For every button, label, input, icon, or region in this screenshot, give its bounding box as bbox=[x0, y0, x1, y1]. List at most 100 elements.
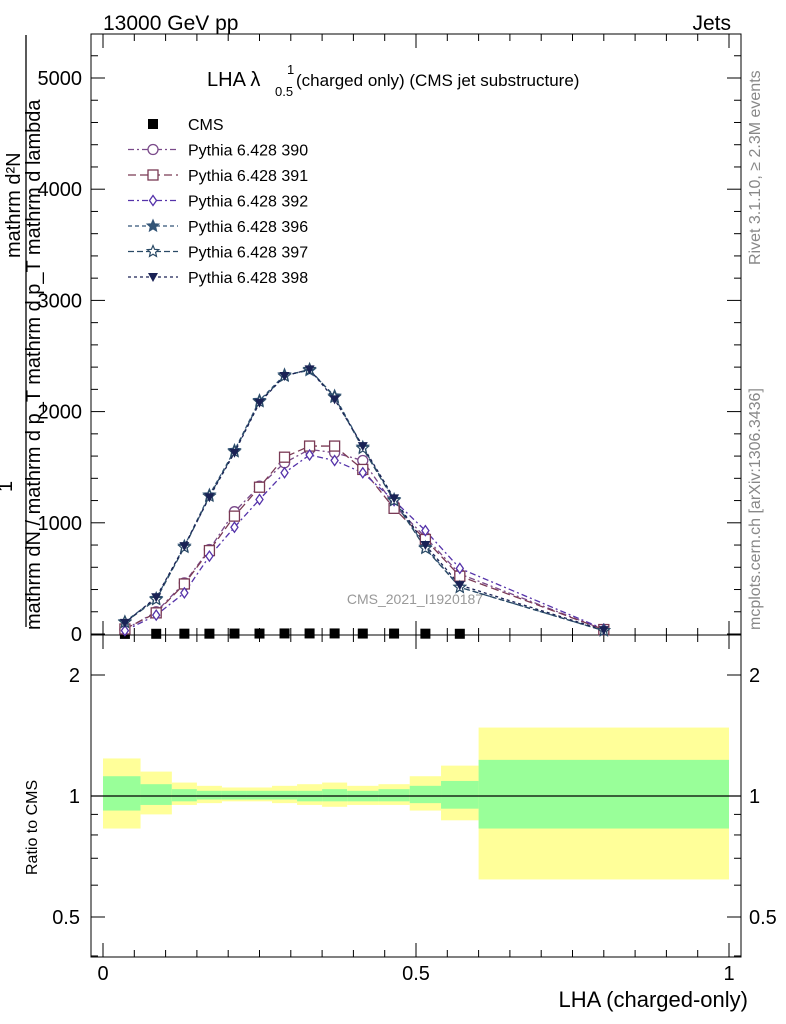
data-point bbox=[147, 169, 159, 181]
ratio-band-inner bbox=[140, 784, 172, 805]
data-point bbox=[421, 524, 430, 537]
analysis-watermark: CMS_2021_I1920187 bbox=[347, 591, 483, 607]
data-point bbox=[278, 451, 291, 463]
ratio-band-inner bbox=[103, 776, 141, 811]
data-point bbox=[147, 143, 159, 156]
data-point bbox=[148, 273, 158, 282]
ratio-ytick-label: 2 bbox=[69, 665, 80, 687]
data-point bbox=[305, 448, 314, 462]
data-point bbox=[151, 628, 162, 639]
data-point bbox=[358, 466, 368, 479]
data-point bbox=[148, 194, 158, 207]
data-point bbox=[145, 243, 161, 258]
data-point bbox=[389, 494, 400, 504]
data-point bbox=[180, 586, 189, 599]
data-point bbox=[253, 481, 266, 493]
data-point bbox=[280, 466, 289, 479]
legend-entry: Pythia 6.428 390 bbox=[128, 143, 308, 160]
plot-title: LHA λ 1 0.5 (charged only) (CMS jet subs… bbox=[207, 62, 579, 99]
header-left: 13000 GeV pp bbox=[103, 12, 238, 35]
data-point bbox=[145, 218, 161, 233]
data-point bbox=[255, 493, 264, 506]
main-ylabel: mathrm dN / mathrm d p_T mathrm d p_T ma… bbox=[0, 35, 45, 630]
legend-entry: CMS bbox=[148, 117, 224, 134]
ratio-band-inner bbox=[196, 790, 222, 800]
legend-label: Pythia 6.428 397 bbox=[188, 245, 308, 262]
data-point bbox=[151, 608, 161, 622]
legend-label: Pythia 6.428 392 bbox=[188, 194, 308, 211]
title-prefix: LHA λ bbox=[207, 69, 260, 91]
ratio-ytick-label: 0.5 bbox=[52, 907, 80, 929]
data-point bbox=[229, 628, 240, 639]
data-point bbox=[179, 628, 190, 639]
data-point bbox=[279, 628, 290, 639]
data-point bbox=[204, 493, 215, 503]
data-point bbox=[205, 550, 214, 563]
ytick-label: 2000 bbox=[38, 402, 83, 424]
data-point bbox=[454, 581, 465, 591]
data-point bbox=[120, 624, 130, 637]
ratio-band-inner bbox=[171, 789, 197, 802]
ytick-label: 3000 bbox=[38, 290, 83, 312]
data-point bbox=[119, 618, 130, 628]
data-point bbox=[329, 628, 340, 639]
legend-label: Pythia 6.428 398 bbox=[188, 270, 308, 287]
ratio-band-inner bbox=[378, 789, 410, 802]
legend-label: Pythia 6.428 390 bbox=[188, 143, 308, 160]
rivet-label: Rivet 3.1.10, ≥ 2.3M events bbox=[747, 70, 764, 265]
title-subscript: 0.5 bbox=[275, 84, 293, 99]
data-point bbox=[389, 628, 400, 639]
legend-entry: Pythia 6.428 398 bbox=[128, 270, 308, 287]
series-line bbox=[124, 448, 605, 631]
ratio-ytick-label-right: 0.5 bbox=[749, 907, 777, 929]
legend-entry: Pythia 6.428 392 bbox=[128, 194, 308, 211]
title-suffix: (charged only) (CMS jet substructure) bbox=[296, 71, 579, 90]
ratio-band-inner bbox=[221, 790, 247, 800]
ratio-band-inner bbox=[441, 780, 479, 809]
ylabel-one: 1 bbox=[0, 481, 17, 492]
data-point bbox=[455, 562, 465, 575]
x-axis-ticks bbox=[102, 34, 730, 957]
series-line bbox=[124, 454, 605, 632]
xtick-labels: 0 0.5 1 bbox=[97, 963, 734, 985]
data-point bbox=[204, 628, 215, 639]
ytick-label: 5000 bbox=[38, 68, 83, 90]
ratio-band-inner bbox=[478, 759, 729, 829]
data-point bbox=[254, 628, 265, 639]
ratio-band-inner bbox=[246, 790, 273, 800]
xtick-label: 1 bbox=[723, 963, 734, 985]
data-point bbox=[254, 398, 265, 408]
main-axis-ticks bbox=[91, 55, 741, 635]
data-point bbox=[328, 440, 341, 452]
data-point bbox=[229, 448, 240, 458]
title-superscript: 1 bbox=[287, 62, 294, 77]
mcplots-label: mcplots.cern.ch [arXiv:1306.3436] bbox=[747, 388, 764, 630]
header-right: Jets bbox=[692, 12, 731, 35]
series-markers bbox=[117, 361, 611, 639]
data-point bbox=[228, 510, 241, 522]
data-point bbox=[420, 628, 431, 639]
data-point bbox=[420, 541, 431, 551]
ytick-label: 1000 bbox=[38, 513, 83, 535]
legend-entry: Pythia 6.428 391 bbox=[128, 168, 308, 185]
data-point bbox=[151, 593, 162, 603]
ratio-ytick-label-right: 2 bbox=[749, 665, 760, 687]
data-point bbox=[148, 119, 158, 129]
data-point bbox=[304, 628, 315, 639]
main-ytick-labels: 0 1000 2000 3000 4000 5000 bbox=[38, 68, 83, 646]
data-point bbox=[357, 628, 368, 639]
ratio-ytick-labels: 0.5 1 2 0.5 1 2 bbox=[52, 665, 777, 929]
legend-label: Pythia 6.428 391 bbox=[188, 168, 308, 185]
ratio-band-inner bbox=[322, 789, 348, 802]
data-point bbox=[304, 365, 315, 375]
ratio-bands bbox=[103, 727, 729, 880]
legend-entry: Pythia 6.428 397 bbox=[128, 243, 308, 262]
xtick-label: 0.5 bbox=[402, 963, 430, 985]
ylabel-denominator: mathrm dN / mathrm d p_T mathrm d p_T ma… bbox=[23, 99, 45, 630]
legend-entry: Pythia 6.428 396 bbox=[128, 218, 308, 236]
data-point bbox=[330, 454, 339, 467]
ytick-label: 4000 bbox=[38, 179, 83, 201]
ratio-ytick-label: 1 bbox=[69, 786, 80, 808]
data-point bbox=[454, 628, 465, 639]
